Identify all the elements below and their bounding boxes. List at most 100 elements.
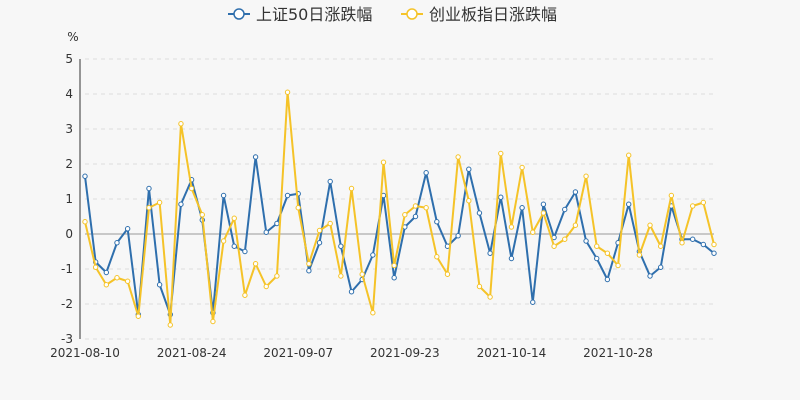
data-point[interactable] bbox=[700, 199, 707, 206]
data-point[interactable] bbox=[327, 220, 333, 227]
data-point[interactable] bbox=[295, 205, 301, 211]
data-point[interactable] bbox=[167, 322, 173, 328]
data-point[interactable] bbox=[540, 210, 547, 216]
data-point[interactable] bbox=[657, 264, 664, 270]
data-point[interactable] bbox=[263, 283, 269, 290]
data-point[interactable] bbox=[135, 313, 142, 319]
data-point[interactable] bbox=[530, 299, 536, 305]
data-point[interactable] bbox=[562, 236, 568, 242]
data-point[interactable] bbox=[615, 262, 621, 269]
data-point[interactable] bbox=[92, 264, 99, 270]
data-point[interactable] bbox=[338, 243, 344, 249]
data-point[interactable] bbox=[647, 273, 653, 279]
data-point[interactable] bbox=[498, 150, 504, 157]
data-point[interactable] bbox=[572, 189, 579, 195]
data-point[interactable] bbox=[711, 250, 717, 256]
data-point[interactable] bbox=[124, 226, 131, 232]
data-point[interactable] bbox=[156, 282, 163, 288]
data-point[interactable] bbox=[306, 261, 312, 267]
data-point[interactable] bbox=[583, 238, 589, 244]
data-point[interactable] bbox=[402, 212, 408, 218]
data-point[interactable] bbox=[412, 203, 419, 209]
data-point[interactable] bbox=[594, 255, 600, 262]
data-point[interactable] bbox=[178, 201, 184, 207]
data-point[interactable] bbox=[82, 219, 88, 225]
data-point[interactable] bbox=[455, 233, 461, 239]
data-point[interactable] bbox=[178, 121, 184, 127]
data-point[interactable] bbox=[466, 166, 472, 172]
data-point[interactable] bbox=[700, 241, 707, 248]
data-point[interactable] bbox=[274, 220, 280, 227]
data-point[interactable] bbox=[679, 240, 685, 246]
data-point[interactable] bbox=[370, 310, 376, 316]
data-point[interactable] bbox=[519, 164, 525, 171]
data-point[interactable] bbox=[348, 289, 355, 295]
data-point[interactable] bbox=[114, 240, 120, 246]
data-point[interactable] bbox=[540, 201, 547, 207]
legend-item-1[interactable]: 上证50日涨跌幅 bbox=[228, 5, 372, 24]
data-point[interactable] bbox=[508, 255, 515, 262]
data-point[interactable] bbox=[220, 238, 227, 244]
data-point[interactable] bbox=[487, 250, 493, 256]
data-point[interactable] bbox=[391, 262, 397, 269]
data-point[interactable] bbox=[423, 170, 429, 176]
data-point[interactable] bbox=[284, 192, 291, 199]
data-point[interactable] bbox=[466, 198, 472, 204]
data-point[interactable] bbox=[647, 222, 653, 228]
data-point[interactable] bbox=[82, 173, 88, 179]
data-point[interactable] bbox=[252, 261, 259, 267]
data-point[interactable] bbox=[487, 294, 493, 300]
data-point[interactable] bbox=[359, 271, 365, 277]
data-point[interactable] bbox=[562, 206, 568, 213]
data-point[interactable] bbox=[274, 273, 280, 279]
data-point[interactable] bbox=[231, 215, 237, 221]
data-point[interactable] bbox=[391, 275, 397, 281]
data-point[interactable] bbox=[146, 205, 152, 211]
data-point[interactable] bbox=[498, 194, 504, 200]
data-point[interactable] bbox=[594, 243, 600, 249]
data-point[interactable] bbox=[604, 276, 611, 283]
data-point[interactable] bbox=[572, 222, 579, 228]
data-point[interactable] bbox=[626, 152, 632, 158]
data-point[interactable] bbox=[636, 252, 643, 258]
data-point[interactable] bbox=[231, 243, 237, 249]
data-point[interactable] bbox=[689, 236, 696, 242]
data-point[interactable] bbox=[327, 178, 333, 185]
data-point[interactable] bbox=[338, 273, 344, 279]
data-point[interactable] bbox=[199, 212, 205, 218]
data-point[interactable] bbox=[220, 192, 227, 199]
data-point[interactable] bbox=[370, 252, 376, 258]
data-point[interactable] bbox=[316, 240, 323, 246]
data-point[interactable] bbox=[156, 199, 163, 206]
legend-item-2[interactable]: 创业板指日涨跌幅 bbox=[401, 5, 557, 24]
data-point[interactable] bbox=[434, 219, 440, 225]
data-point[interactable] bbox=[306, 268, 312, 274]
data-point[interactable] bbox=[412, 213, 419, 220]
data-point[interactable] bbox=[103, 282, 110, 288]
data-point[interactable] bbox=[114, 275, 120, 281]
data-point[interactable] bbox=[551, 243, 557, 249]
data-point[interactable] bbox=[657, 243, 664, 249]
data-point[interactable] bbox=[583, 173, 589, 179]
data-point[interactable] bbox=[604, 250, 611, 256]
data-point[interactable] bbox=[103, 269, 110, 276]
data-point[interactable] bbox=[284, 89, 291, 95]
data-point[interactable] bbox=[263, 229, 269, 235]
data-point[interactable] bbox=[476, 283, 483, 290]
data-point[interactable] bbox=[626, 201, 632, 207]
data-point[interactable] bbox=[668, 192, 675, 199]
data-point[interactable] bbox=[380, 159, 387, 165]
data-point[interactable] bbox=[455, 154, 461, 160]
data-point[interactable] bbox=[146, 185, 152, 192]
data-point[interactable] bbox=[252, 154, 259, 160]
data-point[interactable] bbox=[242, 292, 248, 298]
data-point[interactable] bbox=[530, 229, 536, 235]
data-point[interactable] bbox=[188, 185, 195, 192]
data-point[interactable] bbox=[508, 224, 515, 230]
data-point[interactable] bbox=[348, 185, 355, 192]
data-point[interactable] bbox=[124, 278, 131, 284]
data-point[interactable] bbox=[689, 203, 696, 209]
data-point[interactable] bbox=[476, 210, 483, 216]
data-point[interactable] bbox=[444, 271, 451, 277]
data-point[interactable] bbox=[711, 241, 717, 248]
